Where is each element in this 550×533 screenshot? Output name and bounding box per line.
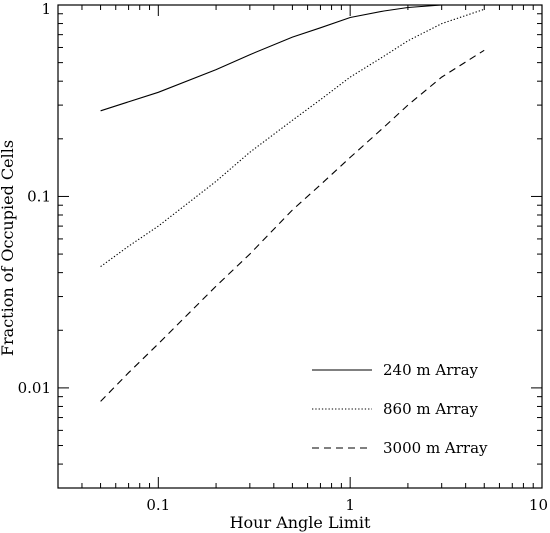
series-line-1 [100, 4, 466, 112]
x-tick-label: 10 [529, 496, 548, 514]
legend: 240 m Array 860 m Array 3000 m Array [312, 361, 488, 457]
series-line-3 [100, 49, 485, 402]
y-tick-label: 0.01 [18, 379, 51, 397]
plot-frame [57, 4, 543, 489]
x-tick-label: 0.1 [146, 496, 170, 514]
series-lines [100, 4, 485, 402]
tick-labels: 0.1 1 10 0.01 0.1 1 [18, 0, 548, 514]
legend-label-1: 240 m Array [383, 361, 479, 379]
x-tick-label: 1 [345, 496, 355, 514]
legend-label-2: 860 m Array [383, 400, 479, 418]
y-tick-label: 0.1 [27, 187, 51, 205]
axis-ticks [57, 4, 543, 489]
x-axis-label: Hour Angle Limit [230, 513, 371, 532]
series-line-2 [100, 8, 485, 268]
legend-label-3: 3000 m Array [383, 439, 488, 457]
y-tick-label: 1 [41, 0, 51, 18]
y-axis-label: Fraction of Occupied Cells [0, 140, 17, 356]
